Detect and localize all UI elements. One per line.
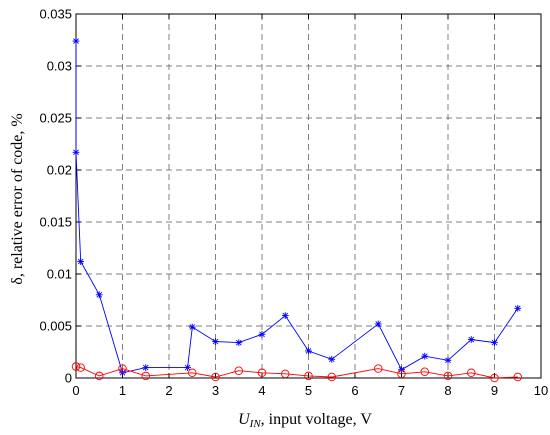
y-tick-label: 0.02 bbox=[47, 163, 72, 178]
series-2-point bbox=[420, 367, 430, 377]
x-tick-label: 5 bbox=[305, 383, 312, 398]
series-1-point bbox=[467, 336, 475, 343]
series-1-point bbox=[421, 352, 429, 360]
y-axis-title: δ, relative error of code, % bbox=[9, 113, 26, 284]
x-tick-label: 1 bbox=[119, 383, 126, 398]
series-2-point bbox=[71, 362, 81, 371]
series-2-point bbox=[304, 371, 313, 381]
series-2-point bbox=[374, 364, 383, 373]
y-tick-label: 0.005 bbox=[39, 319, 72, 334]
series-2-point bbox=[490, 373, 499, 383]
y-tick-label: 0 bbox=[65, 371, 72, 386]
x-tick-label: 0 bbox=[72, 383, 79, 398]
series-1-point bbox=[77, 258, 85, 265]
x-tick-label: 6 bbox=[351, 383, 358, 398]
x-tick-label: 2 bbox=[165, 383, 172, 398]
x-tick-label: 4 bbox=[258, 383, 265, 398]
series-2-point bbox=[397, 369, 406, 379]
grid bbox=[76, 14, 541, 378]
series-1-point bbox=[142, 364, 150, 371]
series-2-point bbox=[118, 364, 127, 373]
series-2-point bbox=[211, 372, 220, 382]
series-2-point bbox=[141, 371, 150, 381]
x-tick-label: 3 bbox=[212, 383, 219, 398]
series-1-point bbox=[514, 304, 522, 312]
y-tick-label: 0.025 bbox=[39, 111, 72, 126]
series-1-point bbox=[212, 338, 219, 345]
series-1-point bbox=[281, 312, 289, 319]
series-2-line bbox=[75, 366, 518, 379]
series-1-point bbox=[328, 355, 336, 363]
series-2-point bbox=[94, 371, 104, 381]
series-1-point bbox=[72, 148, 80, 156]
series-2-point bbox=[234, 366, 243, 375]
series-1-point bbox=[444, 356, 452, 364]
series-2-point bbox=[257, 368, 267, 378]
series-1-point bbox=[188, 323, 196, 331]
series-1-point bbox=[184, 364, 191, 371]
series-2-point bbox=[76, 363, 85, 372]
series-1-point bbox=[305, 347, 312, 355]
series-1-point bbox=[72, 37, 80, 45]
y-tick-label: 0.035 bbox=[39, 7, 72, 22]
axis-ticks: 0 1 2 3 4 5 6 7 8 9 10 0 0.005 0.01 0.015 0.02 0.025 0.03… bbox=[39, 7, 548, 399]
series-2-point bbox=[443, 371, 453, 381]
x-tick-label: 8 bbox=[444, 383, 451, 398]
series-2-point bbox=[513, 372, 523, 382]
series-2-point bbox=[281, 369, 290, 379]
series-1-point bbox=[258, 330, 266, 338]
series-1-point bbox=[95, 291, 103, 299]
y-tick-label: 0.01 bbox=[47, 267, 72, 282]
y-tick-label: 0.03 bbox=[47, 59, 72, 74]
series-layer bbox=[71, 37, 523, 383]
series-2-point bbox=[187, 368, 197, 378]
x-axis-title-rest: , input voltage, V bbox=[261, 411, 373, 428]
x-axis-title-var: U bbox=[238, 411, 251, 428]
x-tick-label: 7 bbox=[398, 383, 405, 398]
x-tick-label: 9 bbox=[491, 383, 498, 398]
series-1-point bbox=[235, 339, 243, 347]
series-1-point bbox=[374, 320, 382, 328]
y-tick-label: 0.015 bbox=[39, 215, 72, 230]
x-tick-label: 10 bbox=[534, 383, 548, 398]
series-2-point bbox=[467, 368, 476, 378]
series-1-point bbox=[491, 339, 498, 347]
series-1 bbox=[72, 37, 522, 377]
series-2 bbox=[71, 362, 523, 383]
series-2-point bbox=[327, 372, 337, 382]
x-axis-title: UIN, input voltage, V bbox=[238, 411, 372, 430]
x-axis-title-subscript: IN bbox=[249, 418, 262, 430]
